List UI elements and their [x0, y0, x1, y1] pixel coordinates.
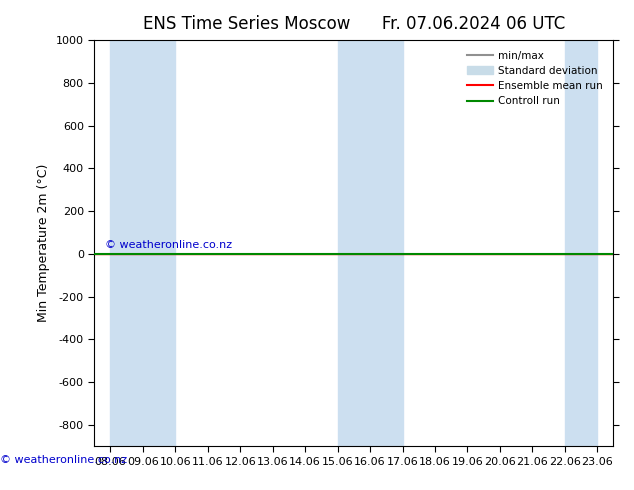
Bar — [110, 40, 143, 446]
Bar — [370, 40, 403, 446]
Bar — [143, 40, 176, 446]
Text: © weatheronline.co.nz: © weatheronline.co.nz — [105, 240, 232, 250]
Text: © weatheronline.co.nz: © weatheronline.co.nz — [0, 455, 127, 465]
Y-axis label: Min Temperature 2m (°C): Min Temperature 2m (°C) — [37, 164, 50, 322]
Bar — [565, 40, 597, 446]
Bar — [338, 40, 370, 446]
Legend: min/max, Standard deviation, Ensemble mean run, Controll run: min/max, Standard deviation, Ensemble me… — [462, 45, 608, 111]
Title: ENS Time Series Moscow      Fr. 07.06.2024 06 UTC: ENS Time Series Moscow Fr. 07.06.2024 06… — [143, 15, 565, 33]
